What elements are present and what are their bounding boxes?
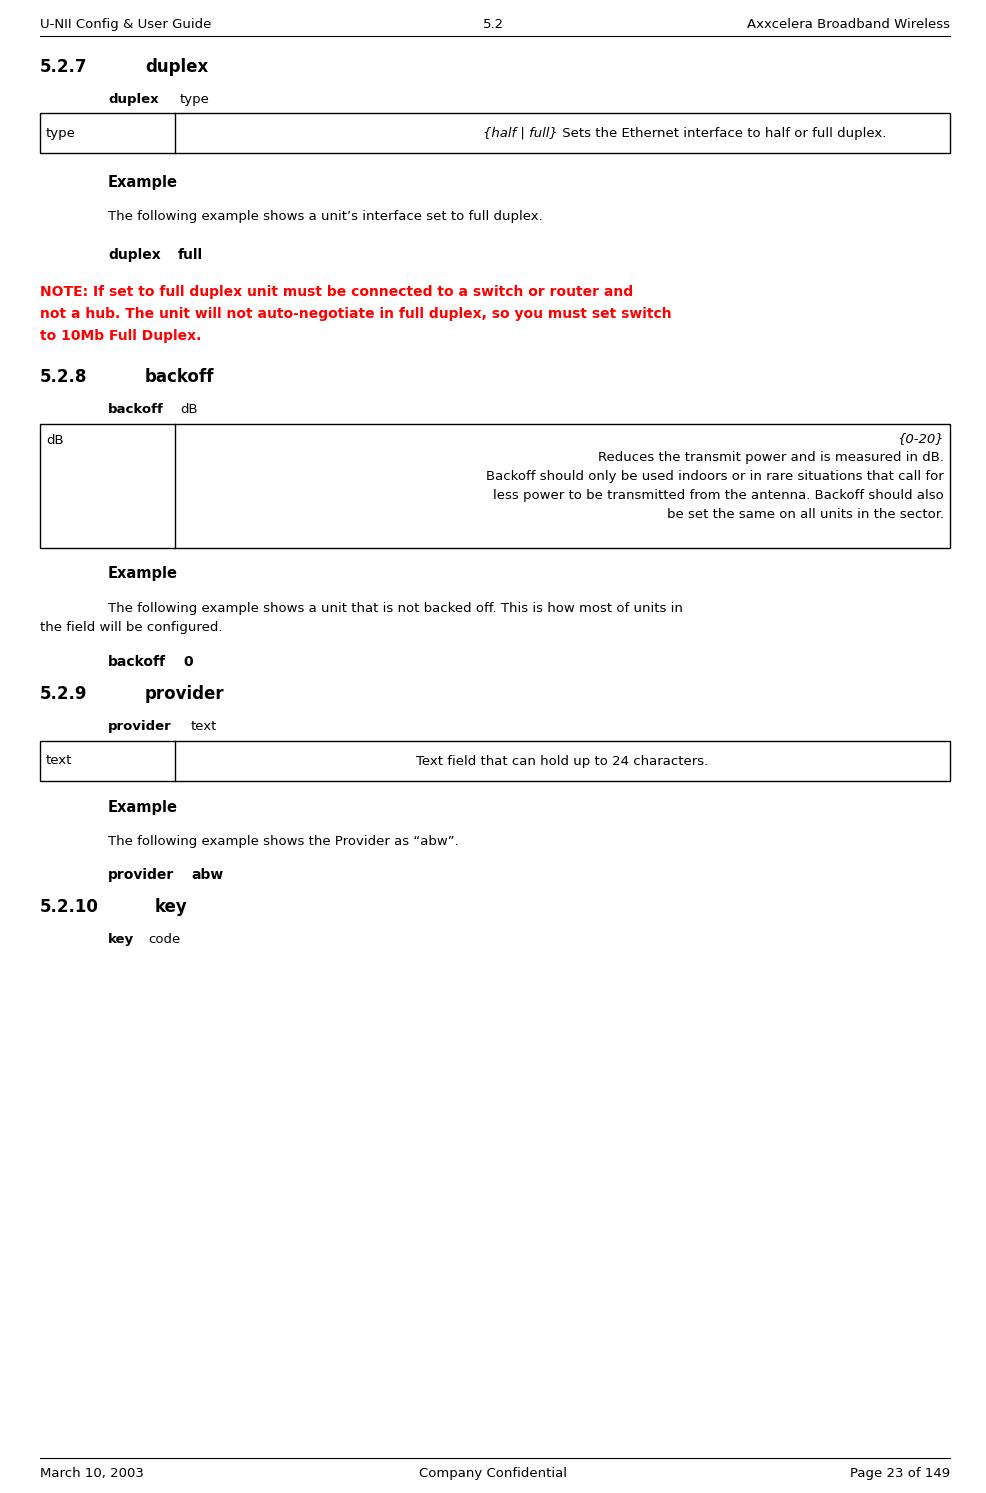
Text: backoff: backoff	[108, 655, 166, 669]
Text: U-NII Config & User Guide: U-NII Config & User Guide	[40, 18, 211, 31]
Text: {half | full}: {half | full}	[483, 127, 557, 139]
Text: 5.2: 5.2	[482, 18, 504, 31]
Bar	[40, 113, 950, 152]
Text: Page 23 of 149: Page 23 of 149	[850, 1468, 950, 1480]
Text: be set the same on all units in the sector.: be set the same on all units in the sect…	[667, 508, 944, 521]
Text: dB: dB	[180, 403, 197, 417]
Text: code: code	[148, 933, 180, 947]
Text: The following example shows a unit that is not backed off. This is how most of u: The following example shows a unit that …	[108, 602, 683, 615]
Text: backoff: backoff	[145, 367, 214, 387]
Text: 5.2.9: 5.2.9	[40, 685, 88, 703]
Text: key: key	[155, 897, 187, 917]
Text: text: text	[46, 754, 72, 767]
Text: text: text	[191, 720, 217, 733]
Text: duplex: duplex	[108, 93, 159, 106]
Text: Example: Example	[108, 175, 178, 190]
Text: not a hub. The unit will not auto-negotiate in full duplex, so you must set swit: not a hub. The unit will not auto-negoti…	[40, 308, 671, 321]
Text: 0: 0	[183, 655, 192, 669]
Text: 5.2.10: 5.2.10	[40, 897, 99, 917]
Text: 5.2.7: 5.2.7	[40, 58, 88, 76]
Text: key: key	[108, 933, 134, 947]
Text: type: type	[180, 93, 210, 106]
Text: March 10, 2003: March 10, 2003	[40, 1468, 144, 1480]
Text: duplex: duplex	[145, 58, 208, 76]
Text: Axxcelera Broadband Wireless: Axxcelera Broadband Wireless	[747, 18, 950, 31]
Text: duplex: duplex	[108, 248, 161, 261]
Text: Backoff should only be used indoors or in rare situations that call for: Backoff should only be used indoors or i…	[486, 470, 944, 484]
Bar	[40, 424, 950, 548]
Text: Reduces the transmit power and is measured in dB.: Reduces the transmit power and is measur…	[598, 451, 944, 464]
Text: Text field that can hold up to 24 characters.: Text field that can hold up to 24 charac…	[416, 754, 709, 767]
Text: provider: provider	[108, 720, 172, 733]
Text: dB: dB	[46, 434, 64, 446]
Text: Example: Example	[108, 566, 178, 581]
Text: to 10Mb Full Duplex.: to 10Mb Full Duplex.	[40, 328, 201, 343]
Text: less power to be transmitted from the antenna. Backoff should also: less power to be transmitted from the an…	[493, 490, 944, 502]
Text: {0-20}: {0-20}	[897, 431, 944, 445]
Text: 5.2.8: 5.2.8	[40, 367, 88, 387]
Text: the field will be configured.: the field will be configured.	[40, 621, 223, 635]
Text: Example: Example	[108, 800, 178, 815]
Text: backoff: backoff	[108, 403, 164, 417]
Text: The following example shows a unit’s interface set to full duplex.: The following example shows a unit’s int…	[108, 211, 542, 222]
Bar	[40, 741, 950, 781]
Text: Company Confidential: Company Confidential	[419, 1468, 567, 1480]
Text: full: full	[178, 248, 203, 261]
Text: The following example shows the Provider as “abw”.: The following example shows the Provider…	[108, 835, 458, 848]
Text: type: type	[46, 127, 76, 139]
Text: provider: provider	[145, 685, 225, 703]
Text: abw: abw	[191, 867, 223, 882]
Text: Sets the Ethernet interface to half or full duplex.: Sets the Ethernet interface to half or f…	[557, 127, 885, 139]
Text: provider: provider	[108, 867, 175, 882]
Text: NOTE: If set to full duplex unit must be connected to a switch or router and: NOTE: If set to full duplex unit must be…	[40, 285, 633, 299]
